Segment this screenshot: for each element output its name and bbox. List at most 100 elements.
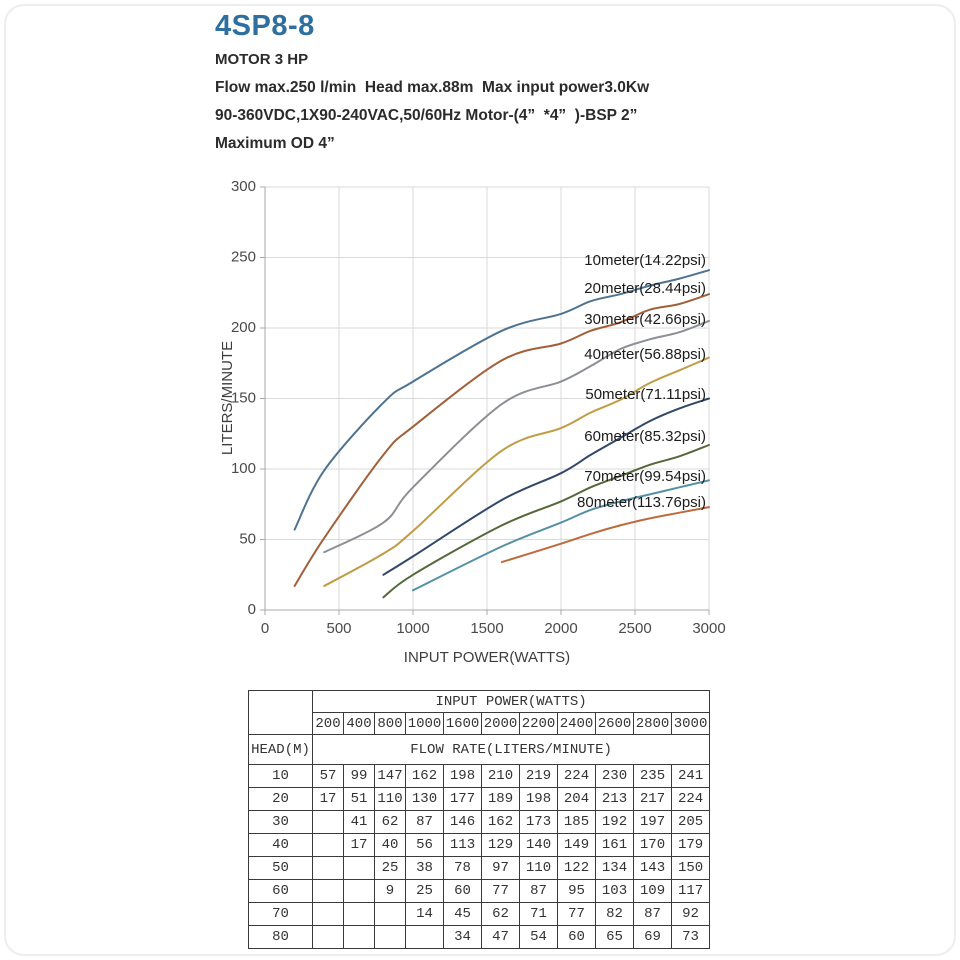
flow-value-cell: 34 [443,925,482,949]
flow-value-cell [343,856,375,880]
power-column-cell: 1000 [405,712,444,735]
curve-40meter [323,356,710,587]
table-corner-cell [248,690,313,735]
table-row: 200 400 800 1000 1600 2000 2200 2400 2600 2800 300… [249,712,711,735]
head-value-cell: 60 [248,879,313,903]
flow-value-cell: 109 [633,879,672,903]
x-axis-title: INPUT POWER(WATTS) [403,649,571,666]
flow-value-cell: 140 [519,833,558,857]
y-tick-label: 150 [231,389,256,406]
power-column-cell: 3000 [670,712,711,735]
series-label: 40meter(56.88psi) [584,346,706,363]
table-row: 50 25 38 78 97 110 122 134 143 150 [248,856,711,880]
flow-value-cell: 130 [405,787,444,811]
flow-value-cell: 198 [443,764,482,788]
table-row: 70 14 45 62 71 77 82 87 92 [248,902,711,926]
series-label: 80meter(113.76psi) [577,494,706,511]
flow-value-cell: 40 [374,833,406,857]
flow-value-cell: 45 [443,902,482,926]
x-tick-label: 2000 [544,620,577,637]
flow-value-cell [405,925,444,949]
x-tick-label: 1000 [396,620,429,637]
flow-value-cell: 78 [443,856,482,880]
table-row: HEAD(M) FLOW RATE(LITERS/MINUTE) [248,734,711,765]
y-tick-label: 300 [231,178,256,195]
flow-value-cell: 162 [481,810,520,834]
flow-value-cell: 87 [405,810,444,834]
curve-60meter [382,444,710,599]
flow-value-cell: 73 [670,925,711,949]
curve-20meter [293,293,710,587]
flow-value-cell: 147 [374,764,406,788]
flow-value-cell: 149 [557,833,596,857]
flow-value-cell: 51 [343,787,375,811]
head-value-cell: 20 [248,787,313,811]
flow-value-cell: 14 [405,902,444,926]
head-header-cell: HEAD(M) [248,734,313,765]
flow-value-cell: 122 [557,856,596,880]
flow-value-cell: 38 [405,856,444,880]
curve-50meter [382,397,710,576]
flow-value-cell: 177 [443,787,482,811]
flow-value-cell: 57 [312,764,344,788]
spec-line-flow-head-power: Flow max.250 l/min Head max.88m Max inpu… [215,79,650,96]
flow-value-cell: 54 [519,925,558,949]
curve-80meter [500,506,710,564]
table-row: 80 34 47 54 60 65 69 73 [248,925,711,949]
power-column-cell: 2800 [633,712,672,735]
motor-rating: MOTOR 3 HP [215,51,309,68]
flow-value-cell: 87 [633,902,672,926]
flow-value-cell: 92 [670,902,711,926]
flow-value-cell [374,925,406,949]
flow-value-cell: 60 [557,925,596,949]
series-label: 20meter(28.44psi) [584,280,706,297]
y-tick-label: 100 [231,460,256,477]
x-tick-label: 0 [261,620,269,637]
power-column-cell: 2600 [595,712,634,735]
series-label: 50meter(71.11psi) [585,386,706,403]
flow-value-cell [312,902,344,926]
flow-value-cell [343,879,375,903]
head-value-cell: 30 [248,810,313,834]
head-value-cell: 40 [248,833,313,857]
flow-value-cell: 97 [481,856,520,880]
flow-value-cell: 235 [633,764,672,788]
flow-value-cell: 192 [595,810,634,834]
curve-30meter [323,319,710,554]
table-row: INPUT POWER(WATTS) [248,690,711,735]
flow-value-cell: 204 [557,787,596,811]
spec-line-voltage: 90-360VDC,1X90-240VAC,50/60Hz Motor-(4” … [215,107,638,124]
flow-value-cell: 77 [557,902,596,926]
flow-value-cell [343,902,375,926]
table-row: 30 41 62 87 146 162 173 185 192 197 205 [248,810,711,834]
flow-value-cell: 189 [481,787,520,811]
flow-value-cell: 65 [595,925,634,949]
table-row: 60 9 25 60 77 87 95 103 109 117 [248,879,711,903]
flow-value-cell [312,856,344,880]
flow-value-cell: 113 [443,833,482,857]
y-tick-label: 50 [239,530,256,547]
flow-value-cell [312,879,344,903]
flow-value-cell: 219 [519,764,558,788]
y-tick-label: 250 [231,248,256,265]
flow-value-cell: 41 [343,810,375,834]
flow-rate-header-cell: FLOW RATE(LITERS/MINUTE) [311,734,711,765]
x-tick-label: 500 [326,620,351,637]
table-row: 40 17 40 56 113 129 140 149 161 170 179 [248,833,711,857]
y-tick-label: 0 [248,601,256,618]
table-row: 10 57 99 147 162 198 210 219 224 230 235 241 [248,764,711,788]
power-column-cell: 2200 [519,712,558,735]
series-label: 30meter(42.66psi) [584,311,706,328]
flow-value-cell: 17 [343,833,375,857]
flow-value-cell: 185 [557,810,596,834]
flow-value-cell: 117 [670,879,711,903]
flow-value-cell: 197 [633,810,672,834]
y-tick-label: 200 [231,319,256,336]
flow-value-cell: 224 [557,764,596,788]
series-label: 60meter(85.32psi) [584,428,706,445]
flow-value-cell: 134 [595,856,634,880]
flow-value-cell: 25 [374,856,406,880]
flow-value-cell: 179 [670,833,711,857]
y-axis-title: LITERS/MINUTE [219,340,236,456]
